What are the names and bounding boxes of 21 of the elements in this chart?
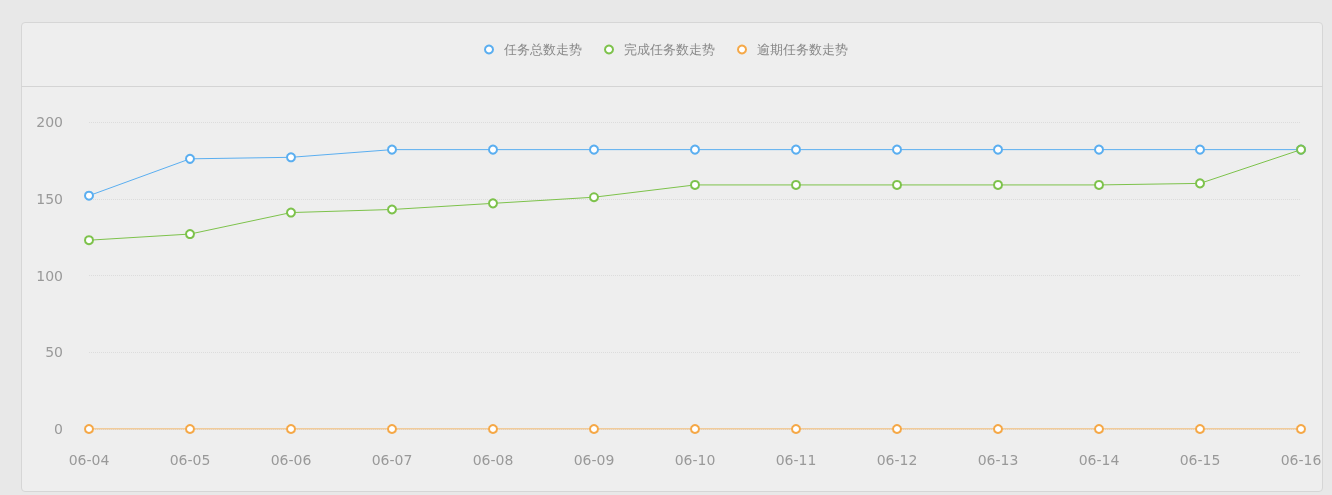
y-tick-label: 150 (36, 190, 63, 207)
x-tick-label: 06-11 (775, 452, 817, 468)
x-tick-label: 06-10 (674, 452, 716, 468)
x-tick-label: 06-14 (1078, 452, 1120, 468)
y-tick-label: 50 (45, 344, 63, 361)
x-tick-label: 06-15 (1179, 452, 1221, 468)
legend-label: 逾期任务数走势 (757, 42, 848, 57)
y-tick-label: 0 (54, 421, 63, 437)
x-tick-label: 06-08 (472, 452, 514, 468)
y-tick-label: 100 (36, 267, 63, 284)
legend-label: 任务总数走势 (503, 42, 582, 57)
y-tick-label: 200 (36, 114, 63, 130)
x-tick-label: 06-16 (1280, 452, 1322, 468)
x-tick-label: 06-04 (68, 452, 110, 468)
x-tick-label: 06-09 (573, 452, 615, 468)
x-tick-label: 06-07 (371, 452, 413, 468)
x-tick-label: 06-13 (977, 452, 1019, 468)
legend-label: 完成任务数走势 (624, 42, 715, 57)
x-tick-label: 06-05 (169, 452, 211, 468)
x-tick-label: 06-06 (270, 452, 312, 468)
x-tick-label: 06-12 (876, 452, 918, 468)
